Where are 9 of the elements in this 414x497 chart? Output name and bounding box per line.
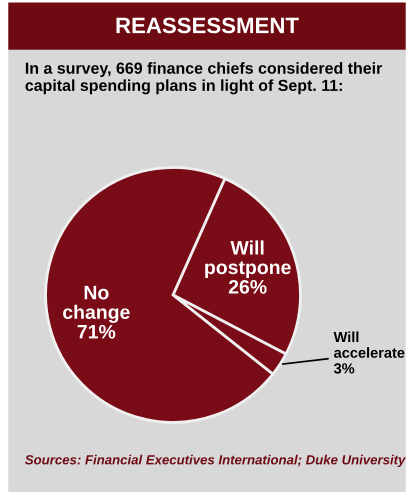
source-note: Sources: Financial Executives International; Duke University — [25, 454, 406, 468]
slice-label: No change — [63, 286, 130, 323]
chart-title: REASSESSMENT — [116, 18, 299, 34]
data-label: 71% — [78, 324, 116, 339]
data-label: 26% — [228, 280, 267, 294]
data-label: 3% — [334, 363, 354, 374]
slice-label: Will accelerate — [334, 331, 404, 358]
chart-subtitle: In a survey, 669 finance chiefs considered their capital spending plans in light of Sept. 11: — [25, 62, 382, 94]
slice-label: Will postpone — [205, 240, 291, 278]
